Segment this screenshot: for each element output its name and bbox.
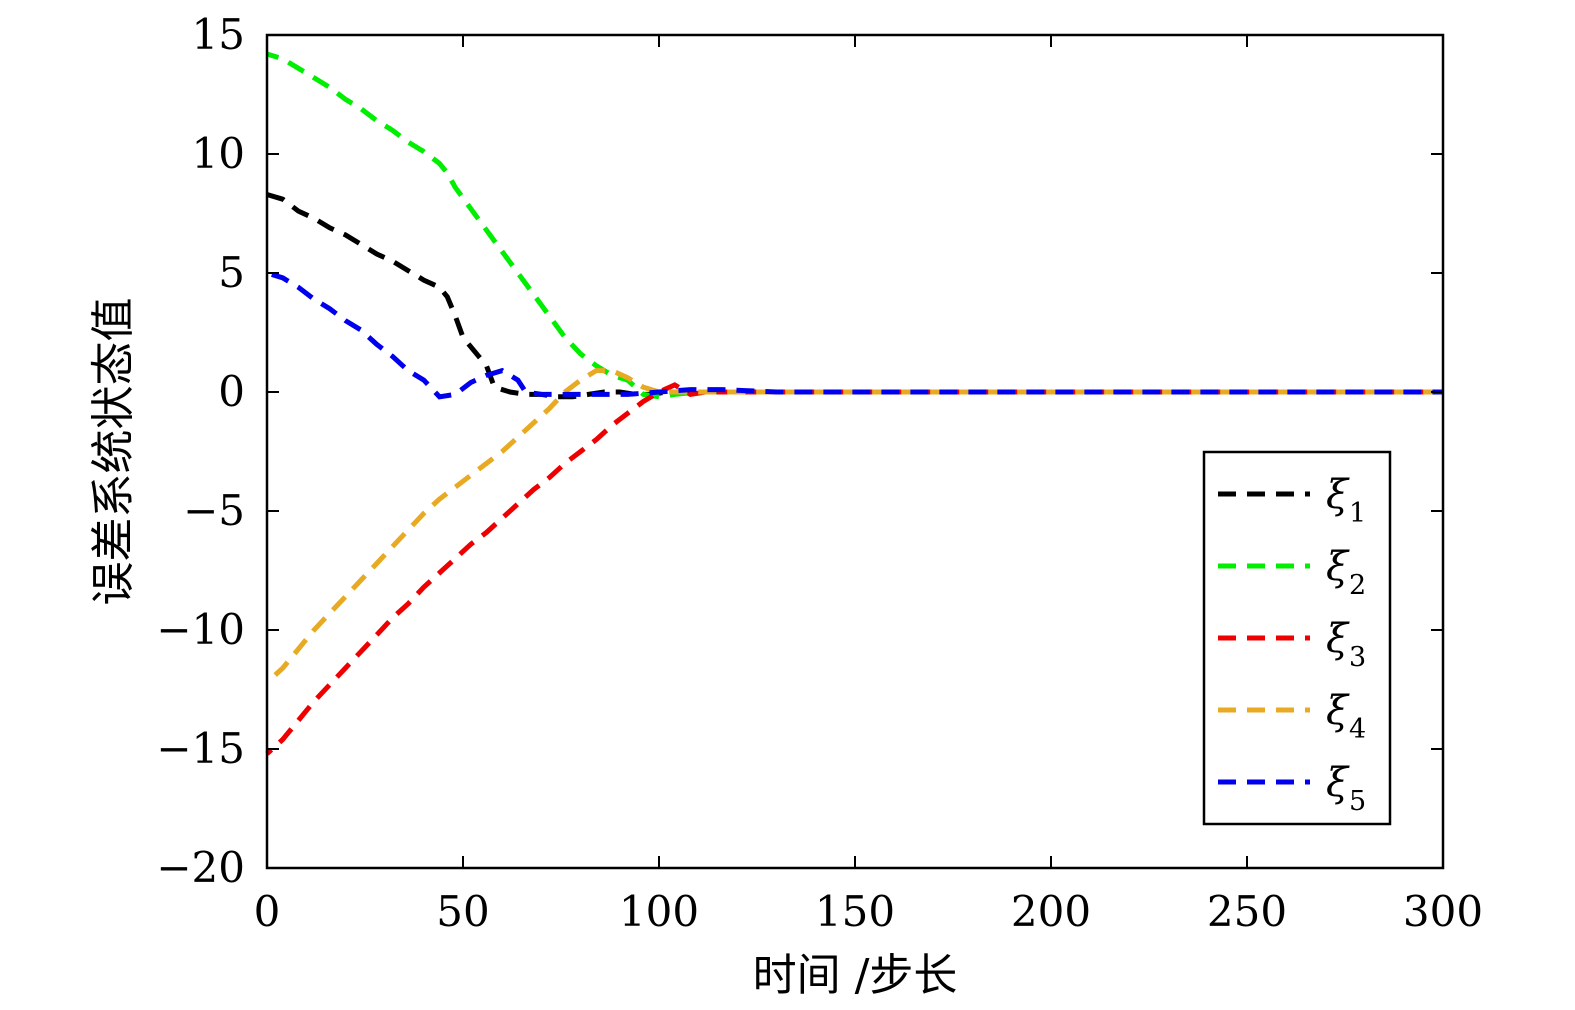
series-line-4 — [265, 368, 1443, 685]
x-tick-label: 200 — [1011, 887, 1091, 936]
x-tick-label: 100 — [619, 887, 699, 936]
series-line-5 — [266, 270, 1443, 400]
y-tick-label: 5 — [218, 248, 245, 297]
legend-label-2: ξ — [1326, 544, 1350, 590]
x-tick-label: 300 — [1403, 887, 1483, 936]
legend: ξ 1ξ 2ξ 3ξ 4ξ 5 — [1202, 450, 1392, 826]
y-tick-label: 10 — [192, 129, 245, 178]
legend-label-1: ξ — [1326, 472, 1350, 518]
legend-label-sub-4: 4 — [1349, 714, 1366, 745]
legend-label-5: ξ — [1326, 760, 1350, 806]
x-tick-label: 0 — [254, 887, 281, 936]
legend-label-sub-2: 2 — [1349, 570, 1366, 601]
x-tick-label: 50 — [436, 887, 489, 936]
y-tick-label: −10 — [156, 605, 245, 654]
legend-label-sub-3: 3 — [1349, 642, 1366, 673]
axis-ticks — [266, 34, 1444, 869]
x-tick-label: 150 — [815, 887, 895, 936]
legend-label-3: ξ — [1326, 616, 1350, 662]
y-tick-label: −20 — [156, 843, 245, 892]
legend-label-sub-1: 1 — [1349, 498, 1366, 529]
x-tick-label: 250 — [1207, 887, 1287, 936]
y-tick-labels: 15 10 5 0 −5 −10 −15 −20 — [156, 10, 245, 892]
y-tick-label: 0 — [218, 367, 245, 416]
series-line-1 — [266, 192, 1443, 400]
y-tick-label: 15 — [192, 10, 245, 59]
x-axis-label: 时间 /步长 — [753, 950, 958, 1001]
y-tick-label: −15 — [156, 724, 245, 773]
y-axis-label: 误差系统状态值 — [88, 298, 139, 606]
y-tick-label: −5 — [183, 486, 245, 535]
legend-label-sub-5: 5 — [1349, 786, 1366, 817]
x-tick-labels: 0 50 100 150 200 250 300 — [254, 887, 1483, 936]
series-line-2 — [266, 51, 1443, 400]
plot-lines — [265, 51, 1443, 756]
legend-label-4: ξ — [1326, 688, 1350, 734]
